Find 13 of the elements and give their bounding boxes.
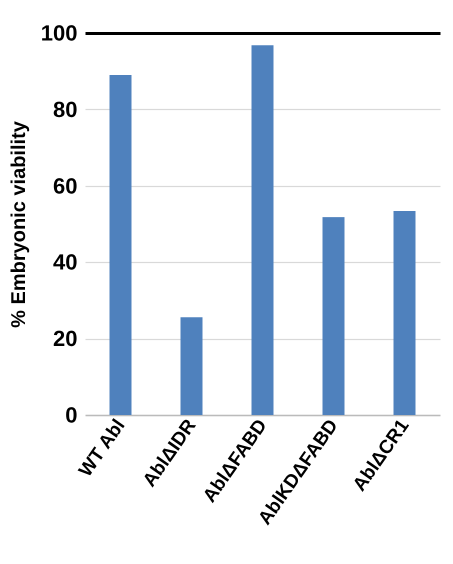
- x-tick-label: WT Abl: [75, 416, 130, 481]
- y-tick-label: 0: [65, 402, 78, 428]
- y-tick-label: 20: [53, 326, 78, 352]
- y-tick-label: 100: [40, 20, 78, 46]
- bar: [322, 217, 344, 415]
- y-tick-label: 80: [53, 96, 78, 122]
- y-axis-title: % Embryonic viability: [8, 120, 30, 328]
- bar: [252, 45, 274, 415]
- y-tick-label: 60: [53, 173, 78, 198]
- bar: [110, 75, 132, 415]
- y-tick-label: 40: [53, 250, 78, 275]
- bar: [180, 317, 202, 415]
- bar: [394, 211, 416, 415]
